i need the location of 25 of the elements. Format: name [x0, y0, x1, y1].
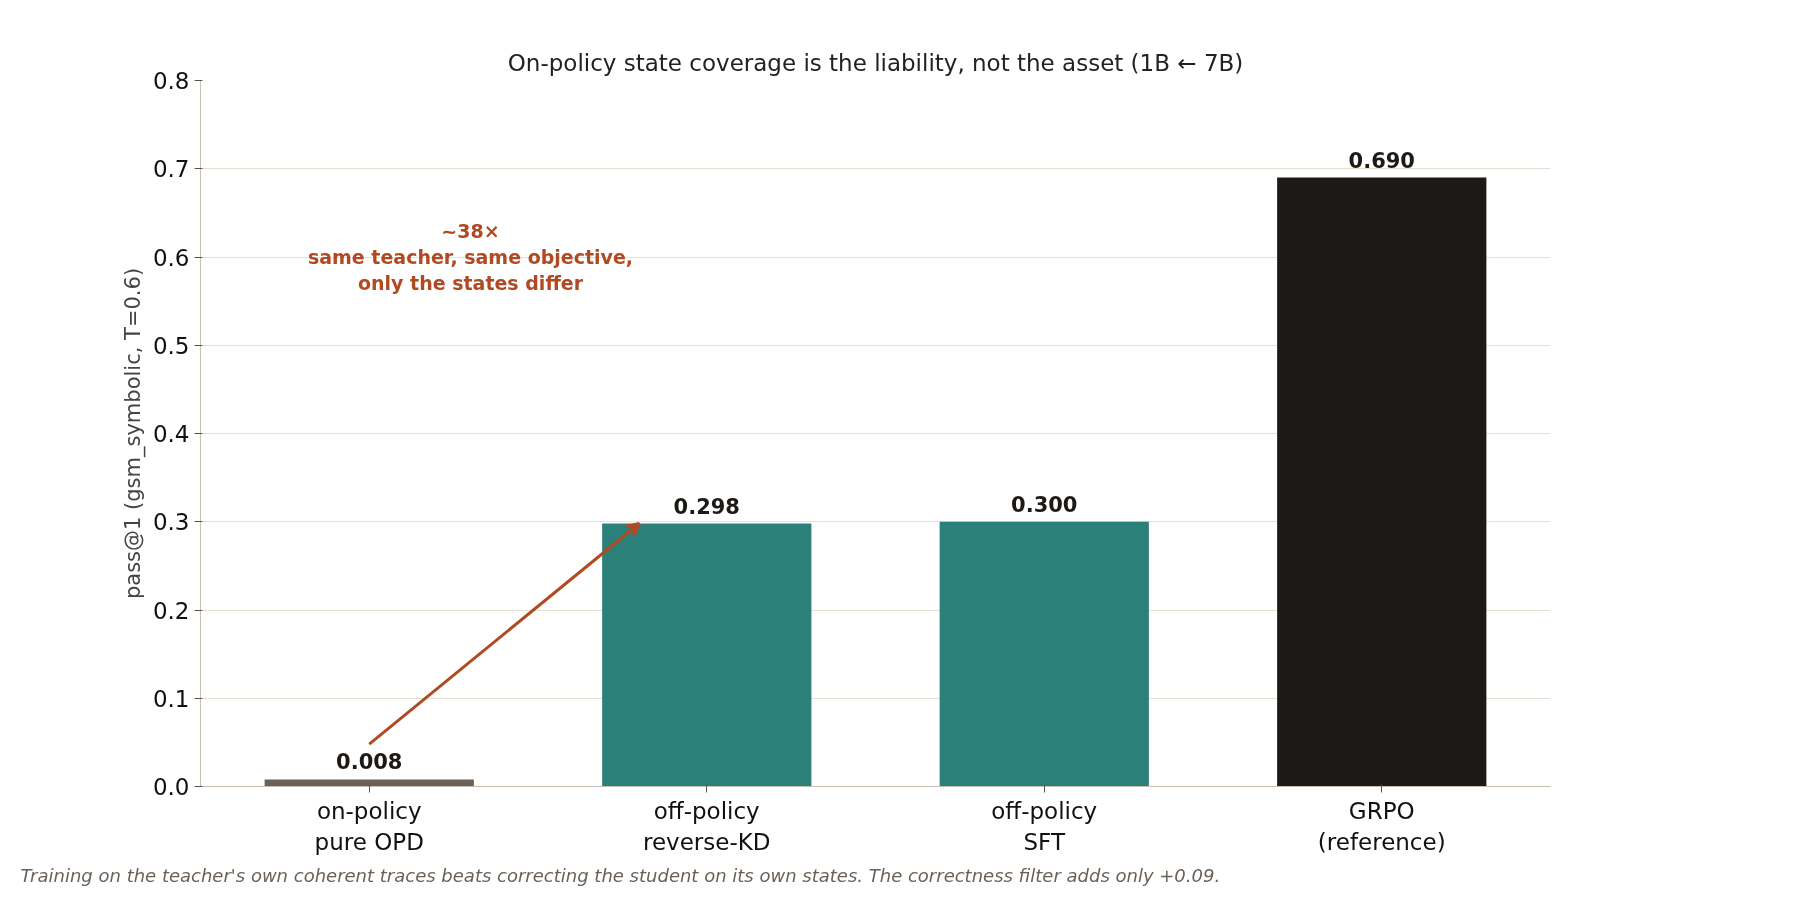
y-tick-label: 0.4 — [152, 421, 190, 447]
data-label: 0.690 — [1348, 148, 1415, 173]
data-label: 0.300 — [1011, 492, 1078, 517]
x-tick-label: off-policy SFT — [991, 797, 1098, 855]
bar — [939, 521, 1149, 787]
y-tick-label: 0.7 — [152, 156, 190, 183]
text: Training on the teacher's own coherent traces beats correcting the student on its own states. The correctness filter adds only +0.09. — [20, 864, 1221, 886]
y-axis-title: pass@1 (gsm_symbolic, T=0.6) — [120, 267, 146, 600]
x-tick-label: off-policy reverse-KD — [642, 797, 771, 855]
y-tick-label: 0.5 — [152, 332, 190, 359]
x-tick-label: on-policy pure OPD — [314, 797, 424, 855]
bar — [264, 779, 474, 787]
bar — [602, 523, 812, 787]
y-tick-label: 0.2 — [152, 597, 190, 624]
data-label: 0.298 — [673, 494, 740, 519]
y-tick-label: 0.6 — [152, 244, 190, 271]
bar — [1277, 177, 1487, 787]
chart-title: On-policy state coverage is the liability, not the asset (1B ← 7B) — [507, 49, 1244, 76]
y-tick-label: 0.8 — [152, 68, 190, 94]
y-tick-label: 0.1 — [152, 685, 190, 712]
x-tick-label: GRPO (reference) — [1317, 797, 1446, 855]
y-tick-label: 0.3 — [152, 509, 190, 536]
annotation: ~38× same teacher, same objective, only the states differ — [307, 219, 634, 295]
y-tick-label: 0.0 — [152, 774, 190, 800]
data-label: 0.008 — [336, 750, 403, 775]
